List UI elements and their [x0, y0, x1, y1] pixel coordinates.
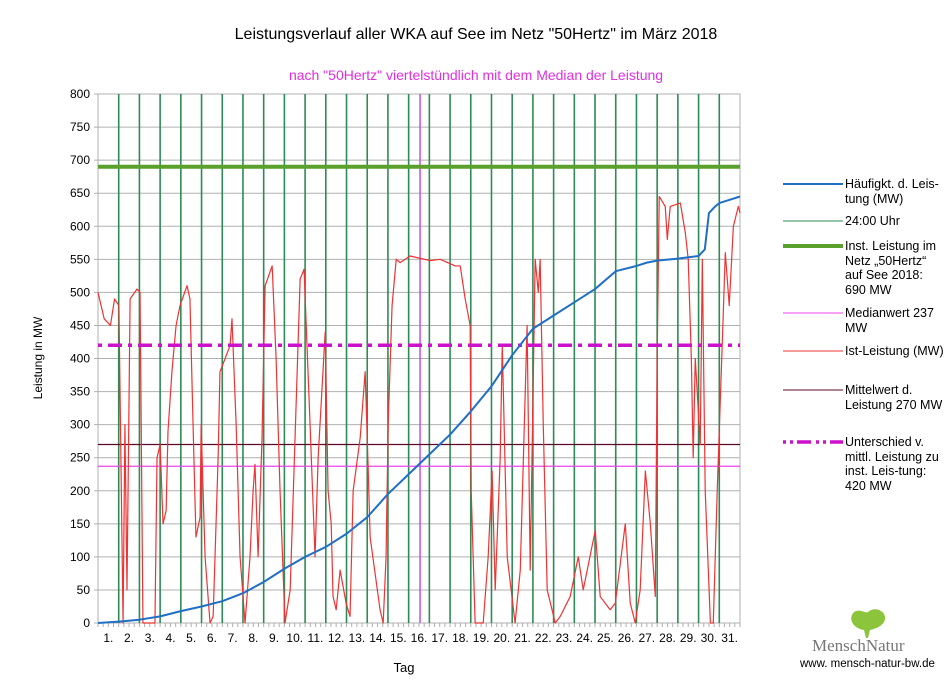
- y-tick-label: 350: [70, 385, 90, 399]
- x-tick-label: 4.: [165, 631, 175, 645]
- x-tick-label: 14.: [369, 631, 386, 645]
- y-tick-label: 400: [70, 352, 90, 366]
- x-tick-label: 6.: [207, 631, 217, 645]
- legend-unterschied: Unterschied v. mittl. Leistung zu inst. …: [845, 435, 939, 493]
- legend-ist: Ist-Leistung (MW): [845, 344, 944, 358]
- legend-haeufigkeit: Häufigkt. d. Leis-tung (MW): [845, 177, 939, 206]
- logo-brand: MenschNatur: [812, 636, 905, 655]
- x-tick-label: 27.: [638, 631, 655, 645]
- x-tick-label: 7.: [228, 631, 238, 645]
- x-tick-label: 12.: [328, 631, 345, 645]
- y-tick-label: 500: [70, 285, 90, 299]
- y-tick-label: 650: [70, 186, 90, 200]
- y-tick-label: 200: [70, 484, 90, 498]
- x-tick-label: 24.: [576, 631, 593, 645]
- x-tick-label: 30.: [701, 631, 718, 645]
- legend-mittel: Mittelwert d. Leistung 270 MW: [845, 383, 943, 412]
- x-tick-label: 3.: [145, 631, 155, 645]
- x-tick-label: 31.: [721, 631, 738, 645]
- logo-url: www. mensch-natur-bw.de: [800, 658, 935, 670]
- x-tick-label: 29.: [680, 631, 697, 645]
- x-tick-label: 13.: [349, 631, 366, 645]
- x-tick-label: 5.: [186, 631, 196, 645]
- y-axis-label: Leistung in MW: [31, 316, 45, 399]
- x-axis-label: Tag: [394, 660, 415, 675]
- x-tick-label: 25.: [597, 631, 614, 645]
- x-tick-label: 23.: [556, 631, 573, 645]
- x-tick-label: 8.: [248, 631, 258, 645]
- legend-uhr: 24:00 Uhr: [845, 214, 900, 228]
- y-tick-label: 700: [70, 153, 90, 167]
- y-tick-label: 750: [70, 120, 90, 134]
- x-tick-label: 28.: [659, 631, 676, 645]
- x-tick-label: 19.: [473, 631, 490, 645]
- legend-median: Medianwert 237 MW: [845, 306, 934, 335]
- x-tick-label: 18.: [452, 631, 469, 645]
- y-tick-label: 50: [77, 583, 91, 597]
- legend-inst: Inst. Leistung im Netz „50Hertz“ auf See…: [845, 239, 937, 297]
- x-tick-label: 16.: [411, 631, 428, 645]
- x-tick-label: 21.: [514, 631, 531, 645]
- x-tick-label: 11.: [308, 631, 324, 645]
- x-tick-label: 10.: [286, 631, 303, 645]
- x-tick-label: 2.: [124, 631, 134, 645]
- y-tick-label: 600: [70, 219, 90, 233]
- logo: MenschNatur www. mensch-natur-bw.de: [800, 608, 940, 678]
- y-tick-label: 550: [70, 252, 90, 266]
- ginkgo-leaf-icon: [851, 609, 886, 638]
- x-tick-label: 9.: [269, 631, 279, 645]
- x-tick-label: 17.: [431, 631, 448, 645]
- x-tick-label: 15.: [390, 631, 407, 645]
- x-tick-label: 22.: [535, 631, 552, 645]
- x-tick-label: 20.: [493, 631, 510, 645]
- x-tick-label: 26.: [618, 631, 635, 645]
- y-tick-label: 250: [70, 451, 90, 465]
- y-tick-label: 150: [70, 517, 90, 531]
- y-tick-label: 100: [70, 550, 90, 564]
- chart-subtitle: nach "50Hertz" viertelstündlich mit dem …: [289, 67, 663, 83]
- y-tick-label: 450: [70, 318, 90, 332]
- x-tick-label: 1.: [103, 631, 113, 645]
- y-tick-label: 0: [83, 616, 90, 630]
- ist-leistung-line: [97, 195, 741, 624]
- frequency-curve-line: [97, 195, 741, 624]
- y-tick-label: 800: [70, 87, 90, 101]
- y-tick-label: 300: [70, 418, 90, 432]
- chart-title: Leistungsverlauf aller WKA auf See im Ne…: [235, 26, 718, 43]
